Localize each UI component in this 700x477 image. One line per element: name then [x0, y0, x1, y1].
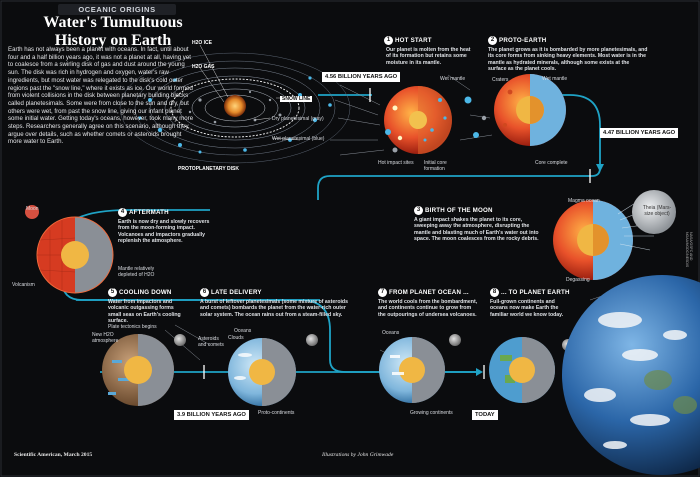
- label-core-complete: Core complete: [535, 160, 568, 166]
- step-1-badge: 1: [384, 36, 393, 45]
- label-magma-ocean: Magma ocean: [568, 198, 600, 204]
- label-volcanism: Volcanism: [12, 282, 35, 288]
- label-moon: Moon: [26, 206, 39, 212]
- step-2-badge: 2: [488, 36, 497, 45]
- label-plate-tectonics: Plate tectonics begins: [108, 324, 157, 330]
- label-protoplanetary-disk: PROTOPLANETARY DISK: [178, 166, 239, 172]
- stage-4-planet: [36, 216, 114, 294]
- step-2-title: PROTO-EARTH: [499, 37, 547, 44]
- label-clouds: Clouds: [228, 335, 244, 341]
- label-wet-mantle-2: Wet mantle: [542, 76, 568, 82]
- label-asteroids-comets: Asteroids and comets: [198, 336, 224, 348]
- step-7-badge: 7: [378, 288, 387, 297]
- stage-7-planet: [379, 337, 445, 403]
- label-dry-planetesimal: Dry planetesimal (gray): [272, 116, 324, 122]
- step-5-title: COOLING DOWN: [119, 289, 172, 296]
- protoplanetary-disk: [119, 44, 351, 164]
- label-initial-core: Initial core formation: [424, 160, 447, 172]
- step-7-title: FROM PLANET OCEAN ...: [389, 289, 469, 296]
- stage-6-planet: [228, 338, 296, 406]
- step-7-desc: The world cools from the bombardment, an…: [378, 299, 478, 318]
- footer-side-credit: NASA/GSFC AND NOAA/NGDC/NESDIS: [685, 232, 693, 268]
- stage-2-planet: [494, 74, 566, 146]
- earth-photo: [562, 275, 700, 475]
- label-hot-impact: Hot impact sites: [378, 160, 414, 166]
- step-3-title: BIRTH OF THE MOON: [425, 207, 493, 214]
- step-5-desc: Water from impactors and volcanic outgas…: [108, 299, 181, 325]
- label-theia: Theia (Mars-size object): [642, 205, 672, 217]
- label-degassing: Degassing: [566, 277, 590, 283]
- stage-1-planet: [384, 86, 452, 154]
- time-4-47-billion: 4.47 BILLION YEARS AGO: [600, 128, 679, 138]
- label-wet-mantle-1: Wet mantle: [440, 76, 466, 82]
- label-new-atmosphere: New H2O atmosphere: [92, 332, 119, 344]
- label-craters: Craters: [492, 77, 509, 83]
- label-oceans-6: Oceans: [234, 328, 252, 334]
- label-wet-planetesimal: Wet planetesimal (blue): [272, 136, 325, 142]
- step-1-title: HOT START: [395, 37, 432, 44]
- step-8-desc: Full-grown continents and oceans now mak…: [490, 299, 564, 318]
- time-today: TODAY: [472, 410, 498, 420]
- time-3-9-billion: 3.9 BILLION YEARS AGO: [174, 410, 249, 420]
- step-4-desc: Earth is now dry and slowly recovers fro…: [118, 219, 210, 245]
- step-4-title: AFTERMATH: [129, 209, 169, 216]
- label-h2o-gas: H2O GAS: [192, 64, 215, 70]
- step-6-desc: A burst of leftover planetesimals (some …: [200, 299, 348, 318]
- step-6-title: LATE DELIVERY: [211, 289, 262, 296]
- intro-text: Earth has not always been a planet with …: [8, 46, 194, 146]
- step-8-title: ... TO PLANET EARTH: [501, 289, 570, 296]
- label-proto-continents: Proto-continents: [258, 410, 295, 416]
- label-mantle-depleted: Mantle relatively depleted of H2O: [118, 266, 155, 278]
- step-8-badge: 8: [490, 288, 499, 297]
- step-3-desc: A giant impact shakes the planet to its …: [414, 217, 539, 243]
- label-growing-continents: Growing continents: [410, 410, 453, 416]
- section-eyebrow: OCEANIC ORIGINS: [58, 4, 176, 15]
- step-3-badge: 3: [414, 206, 423, 215]
- theia-body: [632, 190, 676, 234]
- page-title: Water's Tumultuous History on Earth: [43, 14, 183, 49]
- stage-3-planet: [553, 200, 633, 280]
- label-oceans-7: Oceans: [382, 330, 400, 336]
- step-1-desc: Our planet is molten from the heat of it…: [386, 47, 471, 66]
- step-2-desc: The planet grows as it is bombarded by m…: [488, 47, 648, 73]
- stage-5-planet: [102, 334, 174, 406]
- label-h2o-ice: H2O ICE: [192, 40, 213, 46]
- time-4-56-billion: 4.56 BILLION YEARS AGO: [322, 72, 401, 82]
- footer-source: Scientific American, March 2015: [14, 452, 93, 458]
- footer-credit: Illustrations by John Grimwade: [322, 452, 394, 458]
- step-6-badge: 6: [200, 288, 209, 297]
- step-5-badge: 5: [108, 288, 117, 297]
- moon-4: [25, 205, 39, 219]
- stage-8-planet: [489, 337, 555, 403]
- step-4-badge: 4: [118, 208, 127, 217]
- label-snow-line: SNOW LINE: [280, 96, 313, 102]
